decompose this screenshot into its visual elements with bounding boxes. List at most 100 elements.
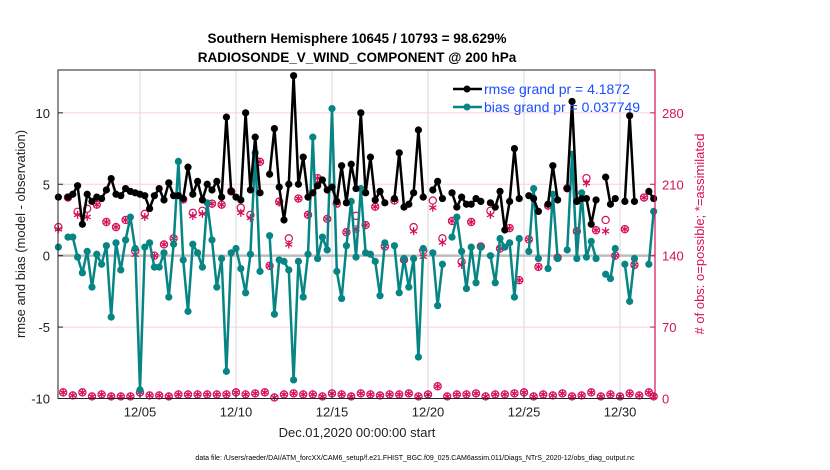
assimilated-obs-marker — [481, 392, 490, 401]
assimilated-obs-marker — [405, 389, 413, 398]
rmse-point — [246, 186, 255, 194]
rmse-point — [251, 133, 259, 141]
rmse-point — [650, 194, 658, 203]
bias-point — [592, 254, 600, 263]
assimilated-obs-marker — [236, 208, 245, 217]
assimilated-obs-marker — [621, 225, 629, 234]
x-axis-label: Dec.01,2020 00:00:00 start — [279, 425, 436, 440]
bias-point — [318, 233, 327, 241]
rmse-point — [611, 194, 619, 203]
rmse-point — [621, 197, 629, 205]
bias-point — [227, 249, 235, 257]
bias-point — [102, 242, 110, 250]
assimilated-obs-marker — [241, 390, 250, 399]
assimilated-obs-marker — [409, 227, 418, 236]
rmse-point — [294, 180, 303, 188]
rmse-point — [155, 184, 163, 193]
bias-point — [246, 250, 255, 258]
rmse-point — [357, 109, 365, 117]
rmse-point — [645, 187, 653, 196]
bias-point — [338, 294, 346, 303]
assimilated-obs-marker — [318, 392, 327, 401]
assimilated-obs-marker — [112, 223, 120, 232]
rmse-point — [366, 153, 375, 161]
bias-point — [141, 243, 149, 251]
bias-line-segment — [431, 252, 444, 307]
rmse-point — [362, 189, 370, 197]
bias-point — [510, 293, 519, 301]
rmse-point — [376, 187, 384, 196]
bias-point — [179, 256, 187, 264]
assimilated-obs-marker — [337, 390, 346, 399]
assimilated-obs-marker — [116, 392, 125, 401]
assimilated-obs-marker — [212, 390, 221, 399]
rmse-point — [371, 196, 379, 204]
rmse-point — [88, 197, 96, 205]
y-tick-label: -5 — [38, 320, 50, 335]
assimilated-obs-marker — [102, 218, 111, 227]
rmse-point — [184, 163, 192, 171]
assimilated-obs-marker — [649, 392, 658, 401]
chart-title-line2: RADIOSONDE_V_WIND_COMPONENT @ 200 hPa — [198, 50, 517, 65]
assimilated-obs-marker — [217, 200, 226, 209]
y-axis-right-label: # of obs: o=possible; *=assimilated — [692, 134, 707, 335]
rmse-point — [530, 194, 538, 203]
assimilated-obs-marker — [539, 390, 548, 399]
assimilated-obs-marker — [438, 238, 447, 247]
rmse-point — [429, 186, 437, 194]
assimilated-obs-marker — [597, 392, 605, 401]
rmse-point — [405, 200, 413, 208]
assimilated-obs-marker — [260, 388, 269, 397]
rmse-point — [477, 197, 485, 205]
bias-point — [121, 236, 130, 244]
possible-obs-marker — [82, 204, 92, 213]
bias-point — [554, 254, 562, 263]
assimilated-obs-marker — [222, 390, 231, 399]
rmse-point — [189, 190, 197, 198]
assimilated-obs-marker — [486, 210, 495, 219]
rmse-point — [568, 97, 576, 106]
assimilated-obs-marker — [462, 390, 471, 399]
rmse-point — [515, 194, 523, 203]
rmse-point — [179, 194, 187, 203]
bias-point — [467, 243, 475, 251]
rmse-point — [549, 162, 557, 170]
rmse-point — [606, 200, 615, 208]
bias-point — [650, 207, 658, 215]
rmse-point — [419, 193, 427, 201]
bias-point — [304, 250, 312, 258]
bias-point — [117, 266, 125, 274]
bias-point — [621, 260, 629, 268]
bias-point — [112, 239, 120, 247]
bias-point — [131, 244, 139, 253]
bias-point — [501, 243, 509, 251]
rmse-point — [587, 220, 595, 228]
bias-point — [222, 367, 231, 375]
bias-point — [189, 240, 197, 248]
assimilated-obs-marker — [284, 240, 293, 249]
x-tick-label: 12/10 — [220, 405, 253, 420]
bias-point — [530, 184, 538, 193]
plot-marks — [54, 72, 658, 402]
bias-point — [194, 249, 202, 257]
bias-point — [294, 257, 303, 265]
assimilated-obs-marker — [97, 390, 106, 399]
assimilated-obs-marker — [174, 390, 183, 399]
rmse-point — [78, 220, 86, 228]
bias-point — [582, 253, 591, 261]
rmse-point — [544, 200, 552, 208]
rmse-point — [592, 196, 600, 204]
rmse-point — [510, 144, 519, 153]
bias-point — [97, 260, 106, 268]
bias-point — [342, 242, 351, 250]
possible-obs-marker — [601, 215, 610, 225]
assimilated-obs-marker — [510, 389, 519, 398]
x-tick-label: 12/15 — [316, 405, 349, 420]
rmse-point — [69, 190, 77, 198]
rmse-point — [496, 187, 504, 196]
bias-point — [410, 254, 418, 263]
rmse-point — [275, 183, 283, 191]
rmse-point — [213, 177, 221, 186]
rmse-point — [434, 177, 442, 186]
rmse-point — [347, 160, 355, 168]
